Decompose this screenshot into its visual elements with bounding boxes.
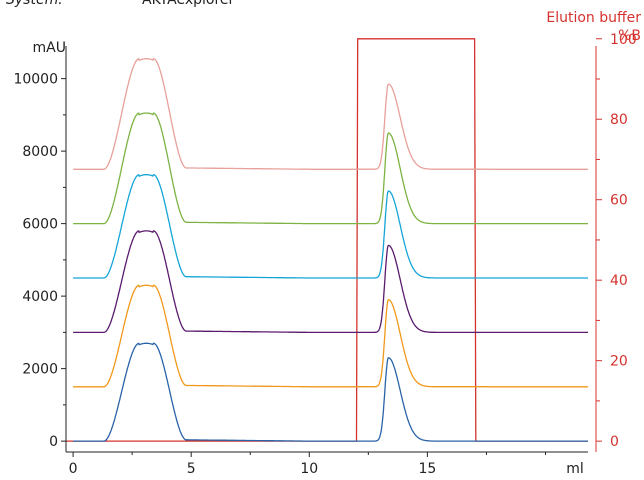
trace-6 [73,57,588,170]
y-left-tick-label: 0 [49,434,58,450]
system-value: ÄKTAexplorer [142,0,235,8]
y-axis-right-unit: %B [618,28,641,44]
y-left-tick-label: 6000 [22,217,58,233]
y-left-tick-label: 4000 [22,289,58,305]
y-axis-right-label: Elution buffer [546,10,641,26]
trace-1 [73,342,588,442]
x-tick-label: 5 [187,461,196,477]
trace-2 [73,284,588,388]
trace-3 [73,229,588,334]
x-tick-label: 0 [69,461,78,477]
y-axis-left-label: mAU [33,40,66,56]
trace-4 [73,173,588,279]
y-right-tick-label: 100 [610,32,637,48]
header: System: ÄKTAexplorer [0,0,644,12]
y-left-tick-label: 10000 [13,72,58,88]
axes-layer: 0 2000 4000 6000 8000 10000 0 5 10 15 0 20 40 60 80 100 [13,32,636,477]
y-right-tick-label: 80 [610,112,628,128]
y-right-tick-label: 20 [610,354,628,370]
x-tick-label: 10 [300,461,318,477]
trace-5 [73,112,588,225]
system-label: System: [6,0,63,8]
y-right-tick-label: 40 [610,273,628,289]
y-right-tick-label: 0 [610,434,619,450]
curves-layer [66,38,588,442]
x-tick-label: 15 [418,461,436,477]
y-left-tick-label: 2000 [22,362,58,378]
y-left-tick-label: 8000 [22,144,58,160]
elution-buffer-line [66,38,588,442]
x-axis-label: ml [566,461,584,477]
y-right-tick-label: 60 [610,193,628,209]
